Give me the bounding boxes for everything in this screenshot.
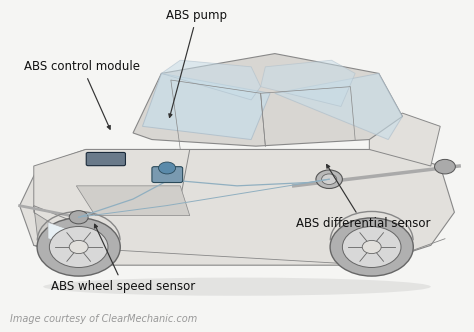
Circle shape: [69, 240, 88, 254]
Circle shape: [69, 210, 88, 224]
Circle shape: [321, 174, 337, 185]
Polygon shape: [161, 60, 261, 100]
Circle shape: [362, 240, 381, 254]
Polygon shape: [34, 206, 86, 265]
Circle shape: [330, 218, 413, 276]
Polygon shape: [261, 60, 355, 107]
FancyBboxPatch shape: [152, 167, 182, 183]
Ellipse shape: [43, 278, 431, 296]
Circle shape: [435, 159, 456, 174]
Polygon shape: [48, 222, 76, 245]
Polygon shape: [275, 73, 402, 139]
Polygon shape: [143, 73, 270, 139]
Circle shape: [316, 170, 342, 189]
Polygon shape: [369, 113, 440, 166]
Text: ABS control module: ABS control module: [24, 60, 140, 129]
Polygon shape: [76, 186, 190, 215]
Circle shape: [158, 162, 175, 174]
Circle shape: [342, 226, 401, 268]
Text: ABS differential sensor: ABS differential sensor: [296, 165, 430, 230]
Polygon shape: [34, 149, 190, 219]
Polygon shape: [19, 149, 455, 265]
Text: ABS pump: ABS pump: [166, 9, 228, 118]
Circle shape: [49, 226, 108, 268]
Polygon shape: [133, 53, 402, 146]
Circle shape: [37, 218, 120, 276]
FancyBboxPatch shape: [86, 152, 126, 166]
Text: Image courtesy of ClearMechanic.com: Image courtesy of ClearMechanic.com: [10, 314, 197, 324]
Text: ABS wheel speed sensor: ABS wheel speed sensor: [52, 224, 196, 293]
